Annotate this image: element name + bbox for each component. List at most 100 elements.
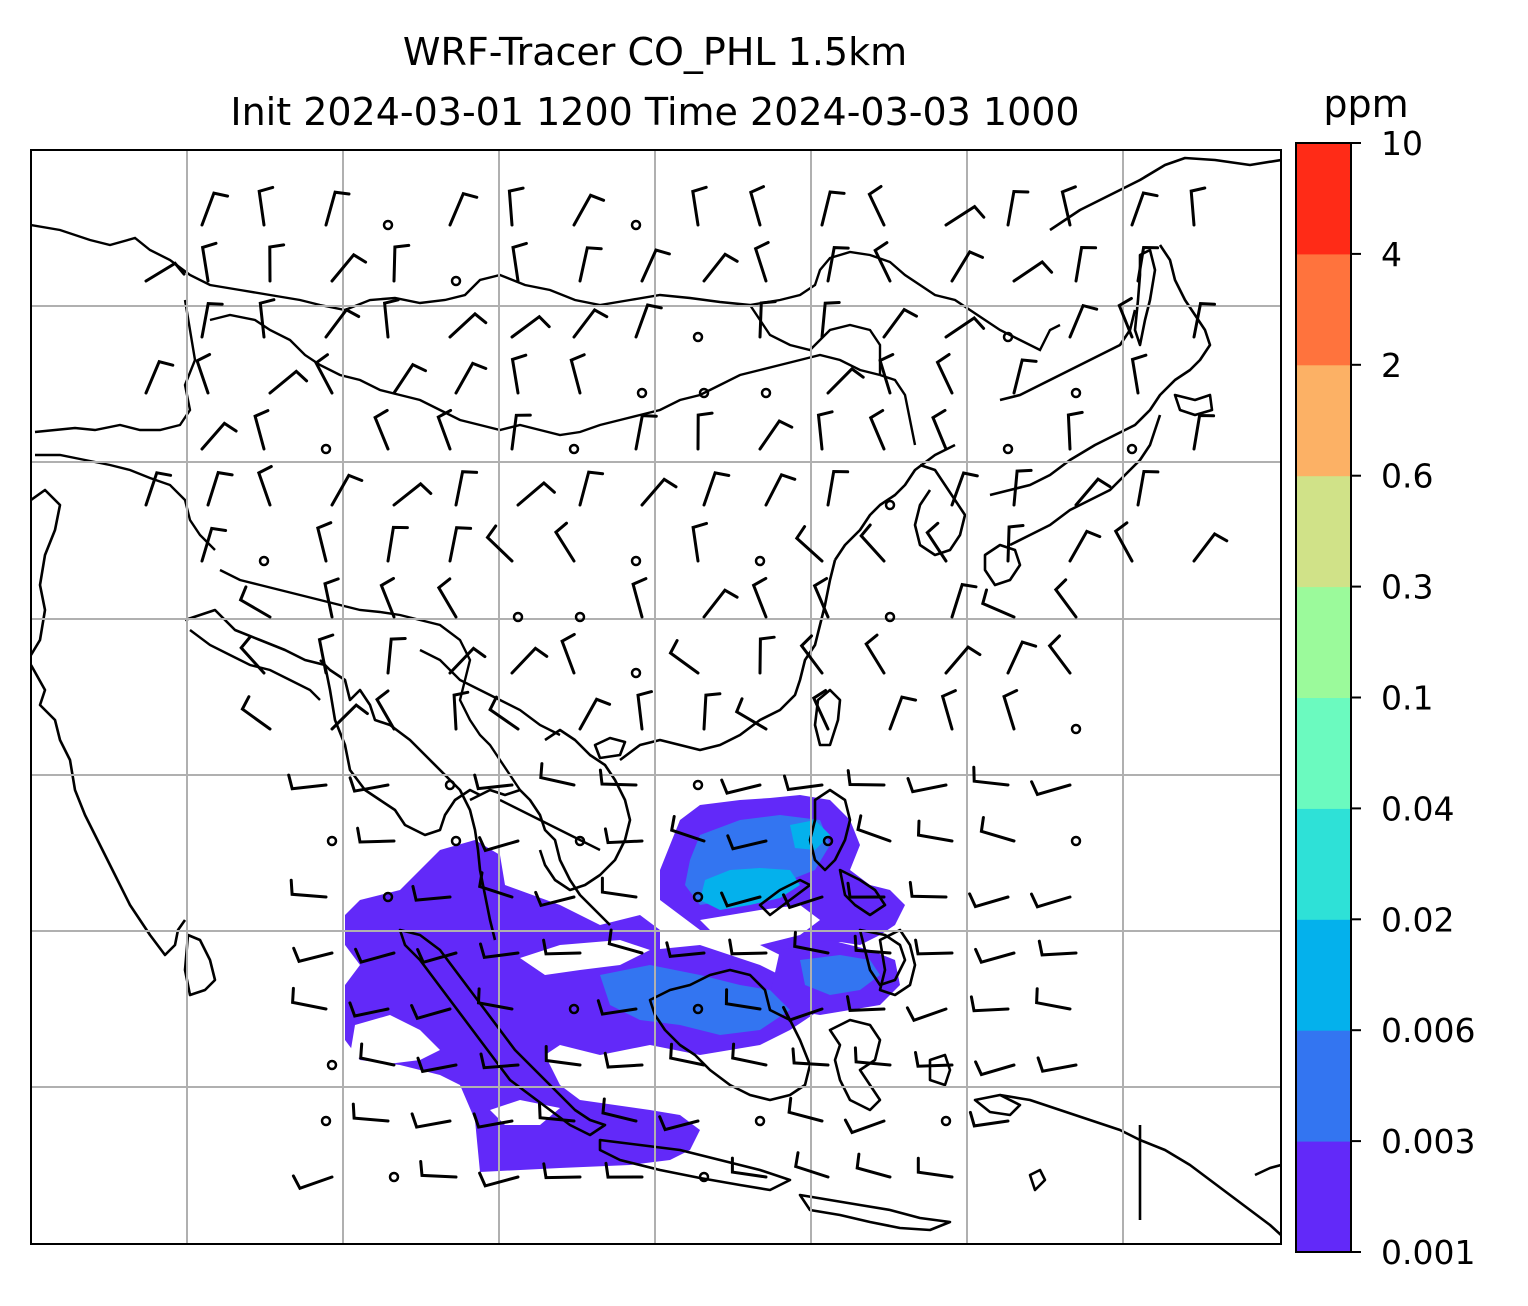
colorbar-unit-label: ppm — [1323, 82, 1409, 126]
coastline-hokkaido — [1173, 393, 1214, 417]
wind-barb — [1006, 640, 1038, 675]
wind-barb — [478, 871, 514, 899]
wind-barb — [258, 298, 276, 339]
wind-barb — [253, 409, 270, 451]
wind-barb — [878, 353, 895, 395]
colorbar-tick-label: 4 — [1381, 235, 1402, 274]
wind-barb — [669, 1042, 706, 1067]
wind-barb — [1060, 185, 1077, 227]
calm-wind-marker — [1070, 723, 1082, 735]
wind-barb — [195, 353, 212, 395]
wind-barb — [572, 307, 609, 339]
wind-barb — [843, 1118, 886, 1135]
wind-barb — [330, 252, 368, 283]
calm-wind-marker — [450, 835, 462, 847]
wind-barb — [853, 1046, 892, 1067]
wind-barb — [316, 521, 333, 563]
wind-barb — [419, 1160, 458, 1179]
wind-barb — [749, 185, 765, 227]
wind-barb — [386, 525, 409, 563]
wind-barb — [454, 361, 488, 395]
wind-barb — [569, 353, 586, 395]
wind-barb — [1012, 468, 1033, 507]
wind-barb — [782, 1006, 824, 1022]
wind-barb — [379, 576, 396, 619]
wind-barb — [935, 353, 954, 395]
colorbar-tick-label: 0.6 — [1381, 457, 1433, 496]
wind-barb — [974, 1060, 1016, 1077]
calm-wind-marker — [754, 1115, 766, 1127]
wind-barb — [289, 878, 328, 899]
wind-barb — [1053, 578, 1078, 619]
wind-barb — [734, 697, 768, 731]
wind-barb — [1117, 296, 1134, 339]
wind-barb — [811, 689, 830, 731]
wind-barb — [636, 690, 653, 731]
calm-wind-marker — [382, 219, 394, 231]
wind-barb — [846, 995, 886, 1012]
wind-barb — [868, 409, 886, 451]
wind-barb — [239, 635, 266, 675]
calm-wind-marker — [326, 1059, 338, 1071]
colorbar-segment — [1296, 586, 1351, 698]
wind-barb — [820, 301, 841, 339]
calm-wind-marker — [692, 891, 704, 903]
wind-barb — [510, 353, 528, 395]
wind-barb — [1002, 689, 1019, 731]
colorbar-segment — [1296, 1141, 1351, 1253]
wind-barb — [944, 204, 986, 227]
wind-barb — [944, 316, 986, 339]
wind-barb — [888, 695, 918, 731]
wind-barb — [572, 193, 606, 227]
coastline-hainan — [593, 736, 627, 760]
wind-barb — [578, 246, 603, 283]
wind-barb — [950, 471, 979, 507]
calm-wind-marker — [822, 835, 834, 847]
wind-barb — [882, 307, 918, 339]
wind-barb — [1030, 780, 1072, 797]
wind-barb — [560, 632, 576, 675]
wind-barb — [510, 413, 532, 451]
colorbar-segment — [1296, 143, 1351, 255]
wind-barb — [702, 252, 739, 283]
wind-barb — [256, 465, 273, 507]
calm-wind-marker — [698, 1171, 710, 1183]
calm-wind-marker — [630, 219, 642, 231]
wind-barb — [578, 470, 605, 507]
wind-barb — [539, 762, 576, 787]
coastline-malay-peninsula — [469, 788, 611, 926]
wind-barb — [634, 303, 663, 339]
coastline-russia-east — [989, 156, 1281, 497]
colorbar-segment — [1296, 253, 1351, 366]
wind-barb — [696, 411, 714, 451]
wind-barb — [702, 471, 731, 507]
wind-barb — [330, 473, 364, 507]
calm-wind-marker — [940, 1115, 952, 1127]
wind-barb — [1130, 191, 1159, 227]
wind-barb — [268, 243, 286, 283]
coastline-japan-kyushu — [983, 543, 1022, 587]
wind-barb — [914, 938, 954, 956]
coastline-timor — [1028, 1168, 1047, 1192]
wind-barb — [601, 1097, 638, 1123]
wind-barb — [1035, 987, 1072, 1011]
wind-barb — [905, 1006, 948, 1023]
coastline-borneo — [648, 968, 812, 1102]
wind-barb — [488, 695, 520, 731]
calm-wind-marker — [1070, 835, 1082, 847]
wind-barb — [968, 892, 1010, 909]
coastline-sakhalin — [1133, 248, 1157, 347]
wind-barb — [511, 241, 528, 283]
calm-wind-marker — [258, 555, 270, 567]
wind-barb — [794, 1151, 830, 1179]
wind-barb — [323, 577, 340, 619]
wind-barb — [1189, 186, 1207, 227]
wind-barb — [1136, 245, 1160, 283]
calm-wind-marker — [884, 499, 896, 511]
wind-barb — [764, 472, 797, 507]
coastline-bay-east — [184, 608, 481, 837]
map-title-line2: Init 2024-03-01 1200 Time 2024-03-03 100… — [230, 90, 1080, 134]
wind-barb — [916, 819, 954, 843]
wind-barb — [206, 470, 234, 507]
coastline-srilanka — [183, 933, 217, 997]
